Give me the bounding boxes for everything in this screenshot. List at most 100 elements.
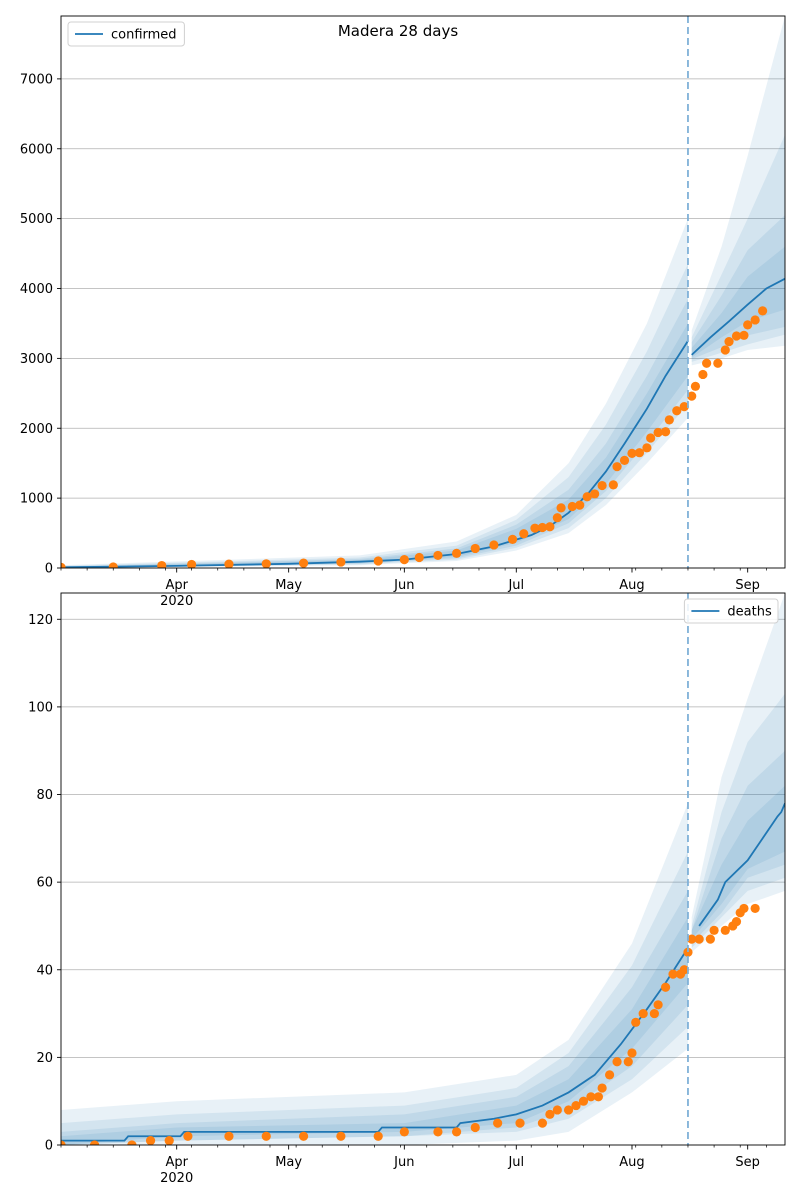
chart-1-observed-point-28 [623,1057,633,1067]
chart-1-observed-point-1 [89,1140,100,1145]
chart-1-observed-point-0 [61,1140,66,1145]
chart-0-observed-point-8 [373,556,383,566]
chart-0-model-line-forecast [691,277,785,356]
chart-0-observed-point-50 [758,306,768,316]
chart-0-observed-point-25 [590,489,600,499]
chart-0-observed-point-41 [698,369,708,380]
chart-1-observed-point-10 [373,1131,383,1141]
chart-0-observed-point-24 [582,492,592,502]
chart-0-observed-point-38 [679,401,689,412]
chart-0-observed-point-5 [261,559,271,568]
chart-0-legend: confirmed [67,21,185,47]
chart-1-observed-point-40 [694,934,704,944]
chart-0-observed-point-42 [702,358,712,368]
chart-1-y-tick-label-2: 40 [36,963,53,978]
chart-0-band-outer-forecast [691,16,785,366]
chart-0-observed-point-11 [433,550,443,561]
chart-0-band-middle-forecast [691,134,785,362]
chart-0-observed-point-2 [157,560,167,568]
chart-1-observed-point-4 [164,1136,174,1145]
chart-1-observed-point-13 [451,1127,462,1137]
chart-1-observed-point-15 [493,1118,503,1128]
chart-1-x-tick-label-0: Apr [165,1155,188,1170]
chart-0-x-tick-label-0: Apr [165,578,188,593]
chart-1-observed-point-9 [336,1131,346,1141]
chart-0-band-middle-fit [61,264,688,568]
chart-0-observed-point-30 [627,448,637,459]
chart-0-x-tick-label-2: Jun [393,578,414,593]
chart-0-observed-point-45 [724,337,734,347]
chart-0-observed-point-37 [672,406,682,416]
chart-1-observed-point-31 [638,1008,648,1019]
chart-1-x-tick-label-5: Sep [735,1155,760,1170]
chart-0-observed-point-33 [646,433,656,443]
chart-1-observed-point-35 [668,969,678,979]
chart-1-bands [61,593,785,1145]
chart-0-band-core-forecast [691,246,785,358]
chart-0-observed-point-32 [642,443,652,453]
chart-1-model-line-fit [61,947,689,1142]
chart-0-y-tick-label-2: 2000 [20,422,53,437]
chart-1-observed-point-17 [537,1118,548,1128]
chart-1-observed-point-16 [515,1118,525,1128]
chart-1-plot-frame [60,592,786,1146]
chart-0-observed-point-29 [619,455,630,465]
chart-1-legend: deaths [683,598,779,624]
chart-1-observed-point-45 [731,916,742,927]
chart-1-model-line-forecast [698,802,785,927]
chart-0-observed-point-46 [731,331,742,341]
chart-1-y-tick-label-4: 80 [36,788,53,803]
chart-0-band-outer-fit [61,218,688,568]
chart-0-x-tick-label-1: May [275,578,302,593]
chart-1-observed-point-8 [298,1131,309,1141]
chart-0-observed-point-26 [597,480,607,491]
chart-1-observed-point-2 [127,1140,137,1145]
chart-1-observed-point-34 [660,982,671,992]
chart-1-observed-point-42 [709,925,719,935]
chart-0-observed-point-0 [61,562,66,568]
chart-1-y-tick-label-3: 60 [36,876,53,891]
chart-1-band-inner-forecast [691,750,785,944]
chart-0-observed-point-22 [567,501,577,512]
chart-0-observed-point-28 [612,462,622,472]
chart-0-observed-point-43 [713,358,723,368]
chart-1-observed-point-39 [687,934,697,944]
chart-0-y-tick-label-1: 1000 [20,492,53,507]
chart-1-legend-box [683,598,779,624]
chart-0-bands [61,16,785,568]
chart-0-observed-point-44 [720,345,730,355]
chart-1-observed-points [61,903,760,1145]
chart-0-observed-point-20 [552,513,562,523]
chart-0-observed-point-10 [414,552,424,563]
chart-0-y-tick-label-0: 0 [45,562,53,577]
chart-0-observed-point-9 [399,555,409,565]
chart-0-observed-point-34 [653,427,663,438]
chart-1-observed-point-37 [679,965,689,975]
chart-1-observed-point-25 [597,1083,607,1093]
chart-0-observed-point-21 [556,503,566,513]
chart-1-band-core-forecast [691,785,785,940]
chart-1-observed-point-7 [261,1131,271,1141]
chart-1-band-middle-forecast [691,693,785,948]
chart-0-observed-point-19 [545,522,555,532]
chart-0-observed-point-18 [537,522,548,533]
chart-0-observed-point-3 [187,559,197,568]
chart-1-observed-point-33 [653,1000,663,1010]
chart-1-observed-point-3 [145,1136,156,1145]
chart-0-observed-point-14 [489,540,499,550]
chart-1-observed-point-41 [705,934,715,944]
chart-1-x-tick-label-1: May [275,1155,302,1170]
chart-0-observed-point-47 [739,330,749,340]
chart-1-x-tick-label-3: Jul [507,1155,524,1170]
figure-title: Madera 28 days [338,22,458,40]
chart-1-x-tick-sublabel-0: 2020 [160,1171,193,1186]
chart-0-observed-point-7 [336,557,346,567]
chart-1-observed-point-24 [593,1092,604,1102]
chart-1-observed-point-32 [649,1008,659,1019]
chart-1-observed-point-27 [612,1057,622,1067]
chart-0-observed-point-17 [530,523,540,533]
chart-1-y-tick-label-6: 120 [28,613,53,628]
chart-1-band-outer-forecast [691,593,785,953]
